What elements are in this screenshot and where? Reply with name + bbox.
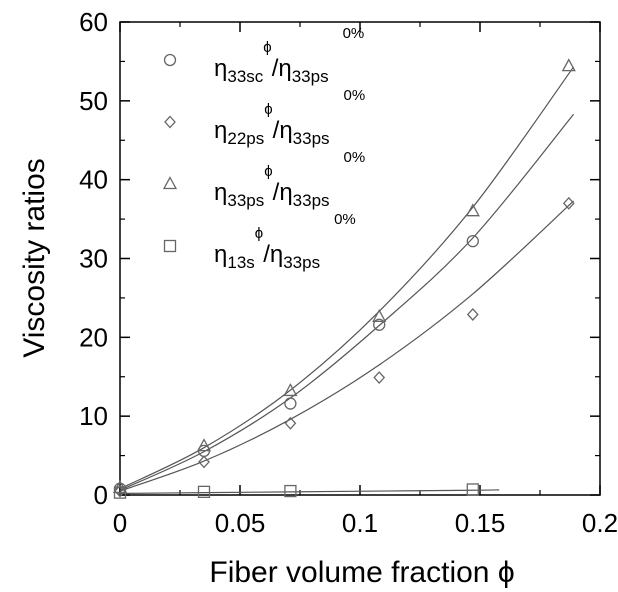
fit-curves (119, 66, 575, 495)
legend-label-part: η (279, 117, 292, 144)
legend-label-part: / (273, 179, 280, 206)
legend-label-part: 33ps (292, 67, 329, 86)
legend-label-part: 0% (343, 25, 365, 42)
legend-label-part: / (263, 241, 270, 268)
legend-label-part: 13s (227, 253, 254, 272)
legend-label-part: / (272, 55, 279, 82)
circle-marker (466, 235, 479, 248)
legend-label-part: ϕ (263, 39, 271, 56)
legend-label-part: 0% (334, 211, 356, 228)
legend-label-part: 22ps (227, 129, 264, 148)
legend-label-part: η (270, 241, 283, 268)
legend-diamond-marker (164, 115, 176, 129)
legend: η33scϕ/η33ps0%η22psϕ/η33ps0%η33psϕ/η33ps… (162, 25, 365, 272)
square-marker (113, 486, 127, 499)
legend-label-part: η (214, 179, 227, 206)
diamond-marker (373, 371, 386, 385)
legend-label-part: η (278, 55, 291, 82)
triangle-marker (561, 58, 576, 72)
circle-marker (284, 397, 297, 410)
diamond-marker (284, 416, 297, 430)
y-tick-label: 60 (79, 7, 108, 37)
axis-ticks: 0 0.05 0.1 0.15 0.2 0 10 20 30 40 50 60 (79, 7, 618, 538)
legend-triangle-marker (162, 176, 178, 190)
legend-label-1: η33scϕ/η33ps0% (214, 25, 364, 86)
triangle-marker (372, 308, 387, 322)
x-tick-label: 0.05 (215, 508, 266, 538)
legend-label-part: η (214, 241, 227, 268)
legend-label-part: 33ps (293, 129, 330, 148)
y-tick-label: 30 (79, 244, 108, 274)
data-markers (112, 58, 576, 499)
legend-label-part: ϕ (264, 101, 272, 118)
legend-circle-marker (163, 53, 177, 67)
legend-square-marker (163, 239, 177, 253)
triangle-marker (283, 383, 298, 397)
fit-curve-diamond (119, 200, 575, 492)
square-marker (466, 483, 479, 496)
y-axis-title: Viscosity ratios (18, 158, 51, 358)
diamond-marker (466, 308, 479, 321)
legend-label-part: ϕ (264, 163, 272, 180)
triangle-marker (196, 438, 212, 452)
legend-label-part: / (273, 117, 280, 144)
legend-label-part: 33ps (283, 253, 320, 272)
legend-label-part: η (214, 55, 227, 82)
legend-label-part: η (279, 179, 292, 206)
legend-label-part: η (214, 117, 227, 144)
triangle-marker (465, 203, 480, 217)
y-tick-label: 50 (79, 86, 108, 116)
diamond-marker (114, 484, 126, 498)
fit-curve-triangle (119, 66, 575, 490)
diamond-marker (198, 455, 210, 469)
fit-curve-circle (119, 113, 575, 491)
x-tick-label: 0.2 (582, 508, 618, 538)
y-tick-label: 20 (79, 322, 108, 352)
legend-label-2: η22psϕ/η33ps0% (214, 87, 365, 148)
circle-marker (373, 318, 386, 331)
x-tick-label: 0 (113, 508, 127, 538)
diamond-marker (562, 196, 575, 210)
y-tick-label: 0 (94, 480, 108, 510)
legend-label-part: 33sc (227, 67, 263, 86)
y-tick-label: 10 (79, 401, 108, 431)
legend-label-part: 0% (344, 149, 366, 166)
legend-label-part: ϕ (255, 225, 263, 242)
y-tick-label: 40 (79, 165, 108, 195)
x-axis-title: Fiber volume fraction ϕ (209, 556, 514, 589)
square-marker (284, 484, 297, 498)
legend-label-part: 0% (344, 87, 366, 104)
x-tick-label: 0.15 (455, 508, 506, 538)
square-marker (197, 485, 211, 498)
legend-label-4: η13sϕ/η33ps0% (214, 211, 356, 272)
legend-label-part: 33ps (293, 191, 330, 210)
legend-label-part: 33ps (227, 191, 264, 210)
legend-label-3: η33psϕ/η33ps0% (214, 149, 365, 210)
x-tick-label: 0.1 (342, 508, 378, 538)
fit-curve-square (119, 489, 500, 495)
